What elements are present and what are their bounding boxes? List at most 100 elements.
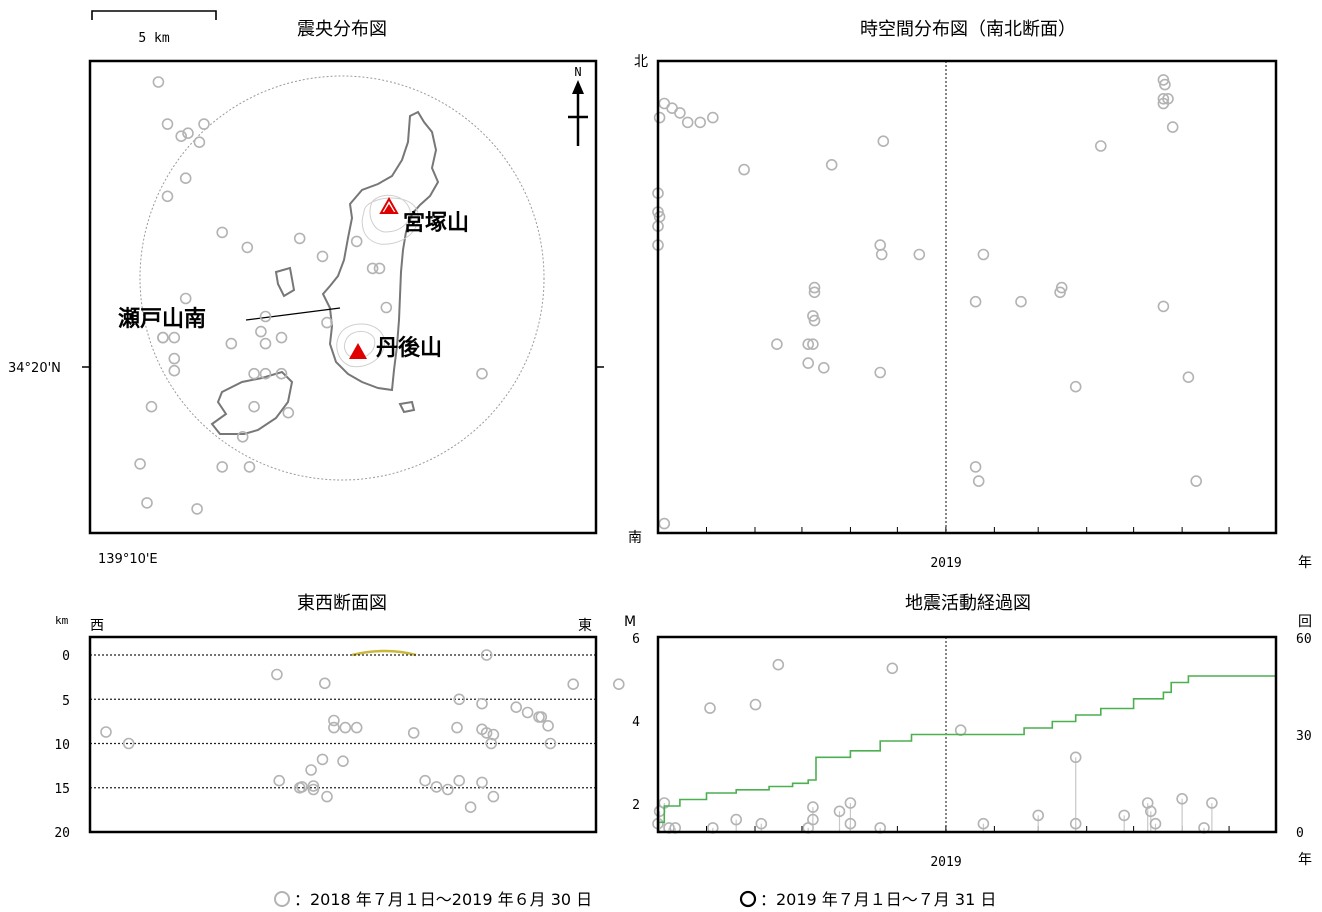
- magnitude-event: [1118, 809, 1130, 822]
- ew-section-event: [321, 790, 333, 803]
- spacetime-event: [825, 159, 838, 171]
- activity-m-tick: 6: [632, 632, 640, 647]
- epicenter-event: [350, 235, 363, 248]
- epicenter-event: [248, 400, 260, 413]
- magnitude-event: [1176, 792, 1188, 805]
- magnitude-event: [1206, 797, 1218, 809]
- spacetime-event: [1190, 475, 1202, 487]
- legend-recent-label: ：2019 年７月１日〜７月 31 日: [760, 890, 996, 909]
- ew-section-event: [542, 719, 554, 732]
- epicenter-map-frame: [88, 59, 598, 535]
- ew-section-event: [476, 776, 488, 789]
- epicenter-event: [157, 331, 169, 344]
- ew-section-event: [567, 678, 580, 691]
- activity-year-unit: 年: [1298, 852, 1312, 868]
- ew-section-event: [544, 737, 557, 750]
- epicenter-event: [373, 262, 386, 275]
- ew-depth-tick: 5: [62, 694, 70, 709]
- epicenter-event: [366, 262, 379, 275]
- epicenter-event: [259, 367, 272, 380]
- ew-section-event: [772, 658, 785, 671]
- spacetime-event: [1054, 286, 1066, 299]
- spacetime-event: [802, 357, 815, 369]
- magnitude-event: [730, 813, 743, 826]
- ew-section-event: [337, 755, 349, 768]
- epicenter-event: [259, 337, 272, 350]
- spacetime-event: [658, 517, 671, 530]
- scale-bar: [91, 10, 217, 20]
- niijima-coastline: [321, 110, 440, 392]
- ew-depth-tick: 0: [62, 649, 70, 664]
- setoyama-leader-line: [245, 307, 341, 321]
- ew-topography-profile: [351, 649, 417, 657]
- ew-section-event: [328, 721, 340, 734]
- epicenter-event: [236, 430, 249, 443]
- activity-count-label: 回: [1298, 614, 1312, 630]
- ew-section-event: [307, 780, 320, 792]
- epicenter-event: [275, 367, 288, 380]
- magnitude-event: [807, 801, 819, 813]
- spacetime-event: [1055, 281, 1068, 294]
- spacetime-event: [972, 475, 985, 487]
- ew-section-event: [464, 801, 477, 814]
- activity-count-tick: 30: [1296, 729, 1312, 744]
- spacetime-panel: 時空間分布図（南北断面） 北 南 2019 年: [628, 19, 1312, 571]
- activity-m-tick-labels: 6 4 2: [632, 632, 640, 813]
- epicenter-event: [179, 172, 192, 184]
- ew-section-event: [350, 721, 363, 734]
- spacetime-south-label: 南: [628, 530, 642, 546]
- activity-panel: 地震活動経過図 M 回 6 4 2 60 30 0 2019 年: [624, 593, 1312, 870]
- ew-section-frame: [88, 635, 598, 834]
- epicenter-event: [198, 118, 210, 130]
- cumulative-count-line: [658, 675, 1276, 824]
- epicenter-event: [161, 190, 174, 203]
- magnitude-event: [1149, 817, 1162, 830]
- spacetime-event: [808, 314, 821, 327]
- ew-depth-tick: 20: [54, 826, 70, 841]
- epicenter-event: [134, 458, 146, 470]
- spacetime-north-label: 北: [634, 54, 648, 70]
- spacetime-event: [874, 366, 887, 379]
- north-arrow-label: N: [574, 65, 581, 79]
- ew-depth-unit: km: [55, 614, 69, 627]
- magnitude-event: [833, 805, 846, 818]
- spacetime-event: [1069, 380, 1082, 393]
- epicenter-event: [255, 325, 267, 338]
- ew-section-event: [453, 774, 466, 787]
- label-setoyama-south: 瀬戸山南: [118, 307, 206, 332]
- spacetime-event: [874, 239, 887, 251]
- volcano-miyatsukayama-inner-icon: [384, 204, 394, 212]
- spacetime-event: [653, 111, 666, 124]
- magnitude-event: [807, 813, 819, 826]
- spacetime-frame: [656, 59, 1278, 535]
- spacetime-event: [808, 281, 821, 294]
- epicenter-event: [182, 127, 194, 139]
- epicenter-event: [145, 400, 158, 413]
- ew-section-event: [535, 711, 548, 723]
- activity-title: 地震活動経過図: [905, 593, 1031, 614]
- ew-section-event: [749, 698, 762, 711]
- epicenter-event: [275, 331, 288, 344]
- spacetime-event: [771, 338, 783, 351]
- ew-section-panel: 東西断面図 km 西 東 0 5 10 15 20: [54, 593, 967, 841]
- activity-m-tick: 4: [632, 715, 640, 730]
- ew-section-event: [318, 677, 331, 690]
- activity-frame: [656, 635, 1278, 834]
- spacetime-event: [817, 361, 830, 374]
- spacetime-event: [1157, 74, 1170, 86]
- spacetime-event: [969, 461, 982, 473]
- spacetime-event: [1157, 93, 1170, 105]
- legend: ：2018 年７月１日〜2019 年６月 30 日 ：2019 年７月１日〜７月…: [274, 890, 996, 909]
- jinaijima-islet: [398, 400, 416, 414]
- spacetime-event: [1162, 93, 1174, 105]
- epicenter-event: [476, 367, 488, 380]
- ew-section-event: [273, 774, 286, 787]
- epicenter-event: [216, 226, 228, 239]
- spacetime-event: [1182, 371, 1195, 384]
- label-miyatsukayama: 宮塚山: [403, 210, 469, 236]
- spacetime-year-unit: 年: [1298, 555, 1312, 571]
- epicenter-event: [243, 461, 256, 473]
- legend-past-marker-icon: [274, 891, 290, 907]
- epicenter-event: [168, 352, 181, 365]
- spacetime-event: [969, 295, 982, 308]
